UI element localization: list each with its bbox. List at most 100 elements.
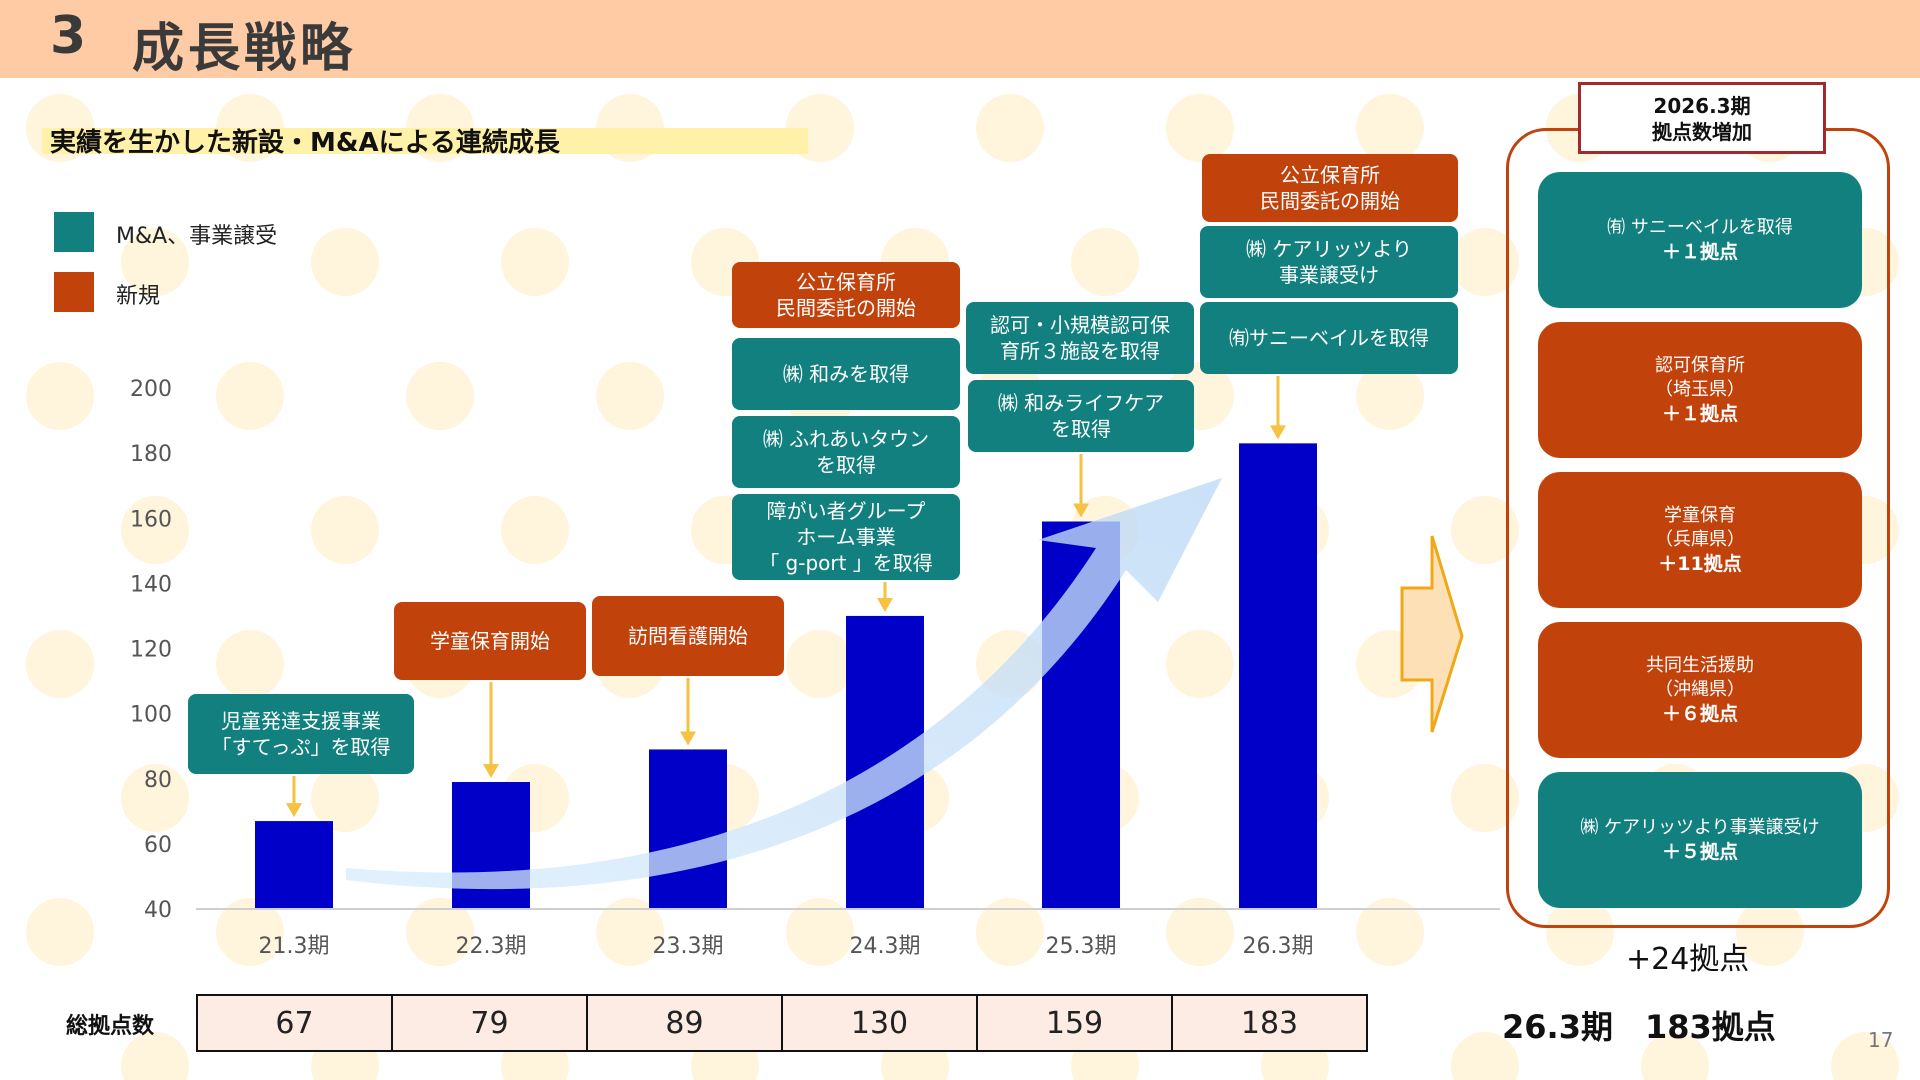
- page-number: 17: [1868, 1028, 1894, 1052]
- background-dot: [1356, 94, 1424, 162]
- x-tick-label: 21.3期: [259, 934, 330, 959]
- annotation-box: 公立保育所 民間委託の開始: [1202, 154, 1458, 222]
- background-dot: [786, 630, 854, 698]
- table-cell: 159: [976, 996, 1171, 1050]
- background-dot: [406, 362, 474, 430]
- panel-title: 2026.3期 拠点数増加: [1578, 82, 1826, 154]
- x-tick-label: 25.3期: [1046, 934, 1117, 959]
- connector-arrowhead-icon: [483, 764, 499, 779]
- y-tick-label: 140: [130, 572, 172, 597]
- section-number: 3: [50, 6, 87, 66]
- connector-arrowhead-icon: [877, 597, 893, 612]
- annotation-box: ㈲サニーベイルを取得: [1200, 302, 1458, 374]
- background-dot: [216, 630, 284, 698]
- background-dot: [311, 764, 379, 832]
- legend-swatch-ma: [54, 212, 94, 252]
- annotation-box: ㈱ ふれあいタウン を取得: [732, 416, 960, 488]
- background-dot: [1641, 1032, 1709, 1080]
- background-dot: [1166, 94, 1234, 162]
- panel-item-count: ＋５拠点: [1661, 841, 1738, 863]
- background-dot: [311, 496, 379, 564]
- y-tick-label: 60: [144, 833, 172, 858]
- background-dot: [216, 362, 284, 430]
- connector-arrowhead-icon: [680, 731, 696, 746]
- background-dot: [976, 94, 1044, 162]
- panel-item: ㈲ サニーベイルを取得 ＋１拠点: [1538, 172, 1862, 308]
- panel-item-count: ＋１拠点: [1661, 241, 1738, 263]
- panel-title-text: 2026.3期 拠点数増加: [1652, 94, 1752, 144]
- legend-item-ma: M&A、事業譲受: [54, 212, 314, 252]
- background-dot: [1356, 898, 1424, 966]
- background-dot: [1451, 1032, 1519, 1080]
- annotation-box: 障がい者グループ ホーム事業 「 g-port 」を取得: [732, 494, 960, 580]
- background-dot: [1071, 228, 1139, 296]
- table-row-label: 総拠点数: [66, 1014, 155, 1039]
- connector-arrowhead-icon: [286, 803, 302, 818]
- y-tick-label: 160: [130, 507, 172, 532]
- background-dot: [216, 898, 284, 966]
- table-cell: 89: [586, 996, 781, 1050]
- background-dot: [26, 362, 94, 430]
- legend-swatch-new: [54, 272, 94, 312]
- background-dot: [311, 228, 379, 296]
- background-dot: [1356, 362, 1424, 430]
- panel-item: 学童保育 （兵庫県） ＋11拠点: [1538, 472, 1862, 608]
- background-dot: [501, 496, 569, 564]
- subtitle-text: 実績を生かした新設・M&Aによる連続成長: [50, 128, 560, 158]
- table-cell: 67: [275, 1005, 314, 1041]
- panel-item: ㈱ ケアリッツより事業譲受け ＋５拠点: [1538, 772, 1862, 908]
- y-tick-label: 80: [144, 768, 172, 793]
- annotation-box: ㈱ 和みを取得: [732, 338, 960, 410]
- annotation-box: 訪問看護開始: [592, 596, 784, 676]
- page-header: 3 成長戦略: [0, 0, 1920, 79]
- annotation-box: ㈱ ケアリッツより 事業譲受け: [1200, 226, 1458, 298]
- panel-item: 認可保育所 （埼玉県） ＋１拠点: [1538, 322, 1862, 458]
- legend-label-new: 新規: [116, 284, 161, 309]
- panel-item-count: ＋６拠点: [1661, 703, 1738, 725]
- subtitle-banner: 実績を生かした新設・M&Aによる連続成長: [42, 128, 808, 158]
- connector-arrowhead-icon: [1073, 503, 1089, 518]
- background-dot: [1451, 496, 1519, 564]
- background-dot: [121, 764, 189, 832]
- y-tick-label: 200: [130, 377, 172, 402]
- x-tick-label: 22.3期: [456, 934, 527, 959]
- panel-item-label: ㈱ ケアリッツより事業譲受け: [1580, 817, 1820, 838]
- y-tick-label: 180: [130, 442, 172, 467]
- right-arrow-icon: [1400, 535, 1464, 733]
- background-dot: [121, 496, 189, 564]
- panel-item: 共同生活援助 （沖縄県） ＋６拠点: [1538, 622, 1862, 758]
- panel-item-label: 共同生活援助 （沖縄県）: [1646, 655, 1754, 700]
- bar-23.3期: [649, 749, 727, 909]
- annotation-box: 公立保育所 民間委託の開始: [732, 262, 960, 328]
- table-cell: 183: [1171, 996, 1366, 1050]
- x-tick-label: 24.3期: [850, 934, 921, 959]
- x-tick-label: 26.3期: [1243, 934, 1314, 959]
- panel-item-label: 学童保育 （兵庫県）: [1655, 505, 1745, 550]
- y-tick-label: 100: [130, 703, 172, 728]
- background-dot: [1166, 630, 1234, 698]
- background-dot: [26, 630, 94, 698]
- background-dot: [1831, 1032, 1899, 1080]
- background-dot: [786, 898, 854, 966]
- background-dot: [26, 898, 94, 966]
- x-tick-label: 23.3期: [653, 934, 724, 959]
- summary-total: 26.3期 183拠点: [1502, 1008, 1776, 1046]
- panel-item-label: 認可保育所 （埼玉県）: [1655, 355, 1745, 400]
- page-title: 成長戦略: [132, 19, 357, 79]
- background-dot: [406, 898, 474, 966]
- background-dot: [121, 1032, 189, 1080]
- annotation-box: 学童保育開始: [394, 602, 586, 680]
- table-cell: 79: [391, 996, 586, 1050]
- background-dot: [1546, 898, 1614, 966]
- table-cell: 130: [781, 996, 976, 1050]
- background-dot: [501, 228, 569, 296]
- total-increase: +24拠点: [1626, 942, 1750, 977]
- background-dot: [121, 228, 189, 296]
- background-dot: [1451, 764, 1519, 832]
- panel-item-label: ㈲ サニーベイルを取得: [1607, 217, 1793, 238]
- panel-item-count: ＋１拠点: [1661, 403, 1738, 425]
- growth-arrow: [346, 478, 1222, 890]
- bar-26.3期: [1239, 443, 1317, 909]
- y-tick-label: 120: [130, 638, 172, 663]
